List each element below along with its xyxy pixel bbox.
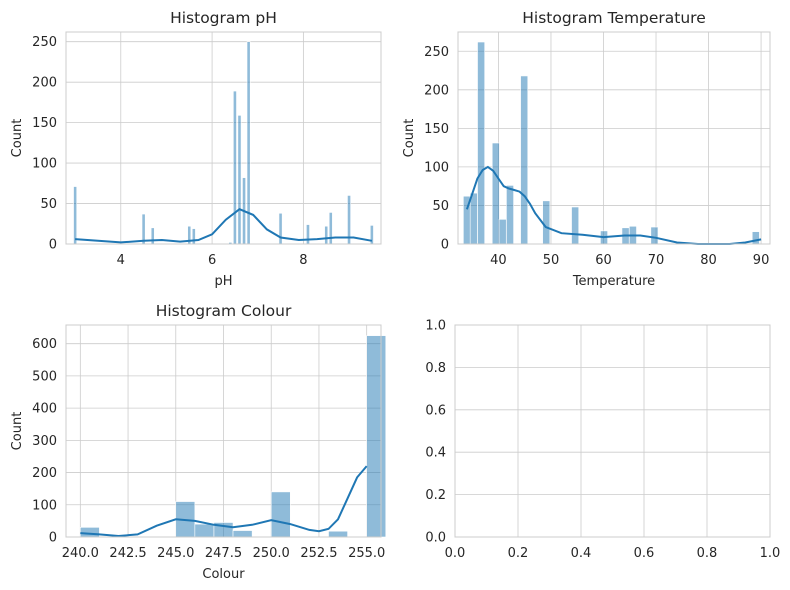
x-tick-label: 250.0	[253, 546, 290, 561]
y-tick-label: 200	[424, 83, 449, 98]
x-tick-label: 0.0	[445, 546, 466, 561]
histogram-bar	[150, 227, 155, 245]
y-axis-label: Count	[402, 119, 417, 158]
chart-title: Histogram Temperature	[522, 9, 706, 27]
axes-frame	[65, 31, 382, 245]
x-tick-label: 0.4	[571, 546, 592, 561]
chart-title: Histogram pH	[170, 9, 277, 27]
y-tick-label: 150	[424, 122, 449, 137]
axes-frame	[457, 31, 771, 245]
x-tick-label: 8	[299, 253, 307, 268]
x-tick-label: 40	[490, 253, 507, 268]
x-tick-label: 1.0	[760, 546, 781, 561]
y-tick-label: 100	[424, 160, 449, 175]
histogram-bar	[328, 212, 333, 245]
histogram-bar	[469, 192, 478, 245]
histogram-bar	[542, 200, 551, 245]
x-tick-label: 6	[208, 253, 216, 268]
colour-histogram-panel: 240.0 242.5 245.0 247.5 250.0 252.5 255.0 0 100 2…	[10, 302, 387, 582]
histogram-bar	[506, 185, 514, 245]
ph-histogram-panel: 4 6 8 0 50 100 150 200 250 Histogram pH pH Count	[10, 9, 382, 289]
x-tick-label: 70	[648, 253, 665, 268]
x-tick-label: 245.0	[157, 546, 194, 561]
y-tick-label: 500	[32, 369, 57, 384]
histogram-bar	[232, 530, 253, 538]
x-tick-label: 240.0	[62, 546, 99, 561]
y-tick-label: 200	[32, 76, 57, 91]
histogram-bar	[571, 206, 580, 245]
histogram-bar	[491, 142, 500, 245]
y-tick-label: 0.8	[425, 361, 446, 376]
x-tick-label: 252.5	[300, 546, 337, 561]
histogram-bar	[278, 212, 283, 245]
histogram-bar	[191, 228, 196, 245]
y-tick-label: 100	[32, 157, 57, 172]
y-tick-label: 250	[424, 45, 449, 60]
x-tick-label: 0.8	[697, 546, 718, 561]
grid-lines	[66, 32, 381, 245]
x-tick-label: 0.6	[634, 546, 655, 561]
y-axis-label: Count	[10, 412, 25, 451]
x-tick-label: 60	[595, 253, 612, 268]
x-axis-label: Temperature	[572, 274, 655, 289]
x-axis-label: Colour	[202, 567, 245, 582]
grid-lines	[454, 324, 771, 538]
histogram-bar	[498, 219, 507, 245]
kde-curve	[465, 165, 762, 245]
y-tick-label: 100	[32, 498, 57, 513]
histogram-bar	[650, 226, 659, 245]
y-tick-label: 150	[32, 116, 57, 131]
y-tick-label: 0.2	[425, 488, 446, 503]
y-tick-label: 50	[40, 197, 57, 212]
y-tick-label: 0	[441, 238, 449, 253]
x-tick-label: 242.5	[109, 546, 146, 561]
histogram-bar	[237, 115, 242, 245]
y-tick-label: 300	[32, 434, 57, 449]
y-tick-label: 250	[32, 35, 57, 50]
x-tick-label: 0.2	[508, 546, 529, 561]
y-tick-label: 0	[49, 238, 57, 253]
y-tick-label: 600	[32, 337, 57, 352]
y-tick-label: 50	[432, 199, 449, 214]
empty-panel: 0.0 0.2 0.4 0.6 0.8 1.0 0.0 0.2 0.4 0.6 0.8 1.0	[425, 319, 780, 562]
chart-title: Histogram Colour	[156, 302, 292, 320]
y-axis-label: Count	[10, 119, 25, 158]
histogram-bar	[366, 335, 387, 538]
histogram-bar	[324, 225, 329, 245]
kde-curve	[80, 465, 368, 538]
x-tick-label: 255.0	[348, 546, 385, 561]
y-tick-label: 0	[49, 531, 57, 546]
y-tick-label: 0.0	[425, 531, 446, 546]
y-tick-label: 1.0	[425, 319, 446, 334]
y-tick-label: 400	[32, 402, 57, 417]
histogram-bar	[141, 213, 146, 245]
x-tick-label: 90	[753, 253, 770, 268]
x-tick-label: 50	[543, 253, 560, 268]
axes-frame	[454, 324, 771, 538]
x-axis-label: pH	[214, 274, 232, 289]
histogram-bar	[751, 231, 760, 245]
grid-lines	[458, 32, 770, 245]
y-tick-label: 0.6	[425, 403, 446, 418]
histogram-bar	[306, 224, 310, 245]
grid-lines	[66, 325, 381, 538]
histogram-bar	[520, 75, 529, 245]
x-tick-label: 80	[700, 253, 717, 268]
histogram-bar	[194, 523, 215, 538]
y-tick-label: 0.4	[425, 446, 446, 461]
histogram-bar	[233, 90, 237, 245]
axes-frame	[65, 324, 382, 538]
x-tick-label: 4	[117, 253, 125, 268]
histogram-bar	[328, 530, 348, 538]
temperature-histogram-panel: 40 50 60 70 80 90 0 50 100 150 200 250 Histogram Tem…	[402, 9, 771, 289]
histogram-bar	[80, 527, 100, 538]
kde-curve	[75, 208, 373, 244]
x-tick-label: 247.5	[205, 546, 242, 561]
histogram-bar	[73, 186, 78, 245]
histogram-bar	[477, 41, 486, 245]
histogram-bar	[270, 491, 291, 538]
y-tick-label: 200	[32, 466, 57, 481]
